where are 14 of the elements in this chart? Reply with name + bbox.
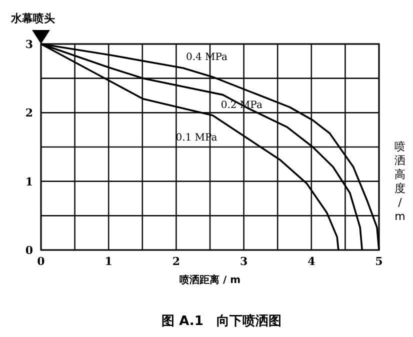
x-tick-label: 1: [104, 255, 112, 268]
x-tick-label: 2: [172, 255, 180, 268]
y-axis-title: 喷洒高度 / m: [394, 140, 406, 223]
x-tick-label: 0: [37, 255, 46, 268]
x-axis-title: 喷洒距离 / m: [179, 274, 241, 286]
x-tick-label: 4: [308, 255, 316, 268]
y-tick-label: 0: [25, 244, 34, 257]
x-tick-label: 3: [240, 255, 248, 268]
y-tick-label: 3: [25, 38, 33, 51]
annotation: 水幕喷头: [10, 12, 55, 25]
x-tick-label: 5: [375, 255, 383, 268]
y-tick-label: 1: [25, 175, 33, 188]
y-tick-label: 2: [25, 106, 33, 120]
text: 图 A.1 向下喷洒图: [162, 314, 282, 329]
